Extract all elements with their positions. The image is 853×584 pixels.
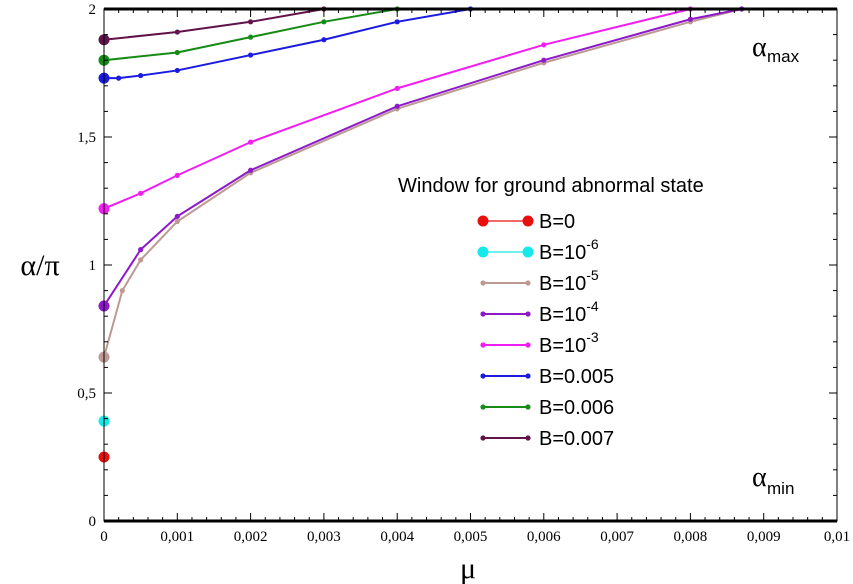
annotation-alpha-min-symbol: α bbox=[752, 462, 767, 493]
legend-swatch-marker bbox=[525, 311, 530, 316]
legend-title: Window for ground abnormal state bbox=[398, 175, 704, 197]
data-point bbox=[321, 19, 326, 24]
series-group bbox=[99, 6, 327, 45]
x-axis-title: μ bbox=[460, 552, 476, 584]
data-point bbox=[541, 42, 546, 47]
legend-swatch-marker bbox=[525, 435, 530, 440]
data-point bbox=[688, 17, 693, 22]
data-point bbox=[138, 257, 143, 262]
y-tick-label: 2 bbox=[89, 2, 97, 18]
data-point bbox=[116, 76, 121, 81]
legend-label-exponent: -3 bbox=[586, 329, 599, 345]
data-point bbox=[175, 219, 180, 224]
data-point bbox=[175, 214, 180, 219]
legend-label: B=0.007 bbox=[539, 428, 614, 450]
x-tick-label: 0,005 bbox=[454, 529, 488, 545]
legend-swatch-marker bbox=[525, 342, 530, 347]
data-point bbox=[248, 35, 253, 40]
x-tick-label: 0 bbox=[100, 529, 108, 545]
y-axis-title: α/π bbox=[20, 249, 59, 282]
legend-label-exponent: -6 bbox=[586, 236, 599, 252]
legend-swatch-marker bbox=[480, 373, 485, 378]
legend-swatch-marker bbox=[480, 404, 485, 409]
legend-swatch-marker bbox=[480, 342, 485, 347]
x-tick-label: 0,002 bbox=[234, 529, 268, 545]
annotation-alpha-max: α max bbox=[752, 32, 800, 66]
y-tick-label: 1,5 bbox=[77, 130, 96, 146]
annotation-alpha-min-sub: min bbox=[767, 479, 794, 498]
x-tick-label: 0,009 bbox=[747, 529, 781, 545]
data-point bbox=[175, 68, 180, 73]
data-point bbox=[175, 50, 180, 55]
legend-swatch-marker bbox=[480, 280, 485, 285]
data-point bbox=[541, 58, 546, 63]
data-point bbox=[395, 86, 400, 91]
legend-swatch-marker bbox=[478, 216, 489, 227]
legend-swatch-marker bbox=[480, 311, 485, 316]
annotation-alpha-max-sub: max bbox=[767, 47, 800, 66]
legend-swatch-marker bbox=[525, 373, 530, 378]
x-tick-label: 0,001 bbox=[160, 529, 194, 545]
series-line bbox=[104, 9, 471, 78]
legend-label: B=0 bbox=[539, 211, 575, 233]
legend-swatch-marker bbox=[523, 247, 534, 258]
legend-swatch-marker bbox=[523, 216, 534, 227]
legend-label: B=0.005 bbox=[539, 366, 614, 388]
series-line bbox=[104, 9, 742, 306]
axis-ticks: 0 0,001 0,002 0,003 0,004 0,005 0,006 0,007 0,00… bbox=[77, 2, 850, 545]
annotation-alpha-min: α min bbox=[752, 462, 794, 498]
legend-swatch-marker bbox=[480, 435, 485, 440]
data-point bbox=[248, 140, 253, 145]
data-point bbox=[138, 73, 143, 78]
legend-swatch-marker bbox=[525, 280, 530, 285]
legend-label: B=10-3 bbox=[539, 329, 599, 357]
x-tick-label: 0,007 bbox=[600, 529, 634, 545]
data-point bbox=[138, 247, 143, 252]
legend-label: B=10-5 bbox=[539, 267, 599, 295]
x-tick-label: 0,006 bbox=[527, 529, 561, 545]
series-group bbox=[99, 6, 745, 311]
legend-label: B=10-6 bbox=[539, 236, 599, 264]
data-point bbox=[395, 104, 400, 109]
data-point bbox=[120, 288, 125, 293]
legend-label-exponent: -4 bbox=[586, 298, 599, 314]
x-tick-label: 0,01 bbox=[824, 529, 850, 545]
data-point bbox=[321, 37, 326, 42]
y-tick-label: 0 bbox=[89, 514, 97, 530]
y-tick-label: 1 bbox=[89, 258, 97, 274]
x-tick-label: 0,008 bbox=[674, 529, 708, 545]
legend: B=0 B=10-6 B=10-5 B=10-4 B=10-3 B=0.005 B=0.00… bbox=[478, 211, 615, 450]
x-tick-label: 0,004 bbox=[380, 529, 414, 545]
data-point bbox=[175, 173, 180, 178]
data-point bbox=[395, 19, 400, 24]
plot-marks bbox=[99, 6, 745, 462]
legend-label: B=10-4 bbox=[539, 298, 599, 326]
x-tick-label: 0,003 bbox=[307, 529, 341, 545]
y-tick-label: 0,5 bbox=[77, 386, 96, 402]
legend-swatch-marker bbox=[478, 247, 489, 258]
data-point bbox=[248, 19, 253, 24]
data-point bbox=[248, 168, 253, 173]
legend-label: B=0.006 bbox=[539, 397, 614, 419]
data-point bbox=[138, 191, 143, 196]
legend-swatch-marker bbox=[525, 404, 530, 409]
annotation-alpha-max-symbol: α bbox=[752, 32, 767, 63]
series-group bbox=[99, 6, 474, 83]
series-line bbox=[104, 9, 324, 40]
data-point bbox=[175, 29, 180, 34]
data-point bbox=[248, 52, 253, 57]
legend-label-exponent: -5 bbox=[586, 267, 599, 283]
